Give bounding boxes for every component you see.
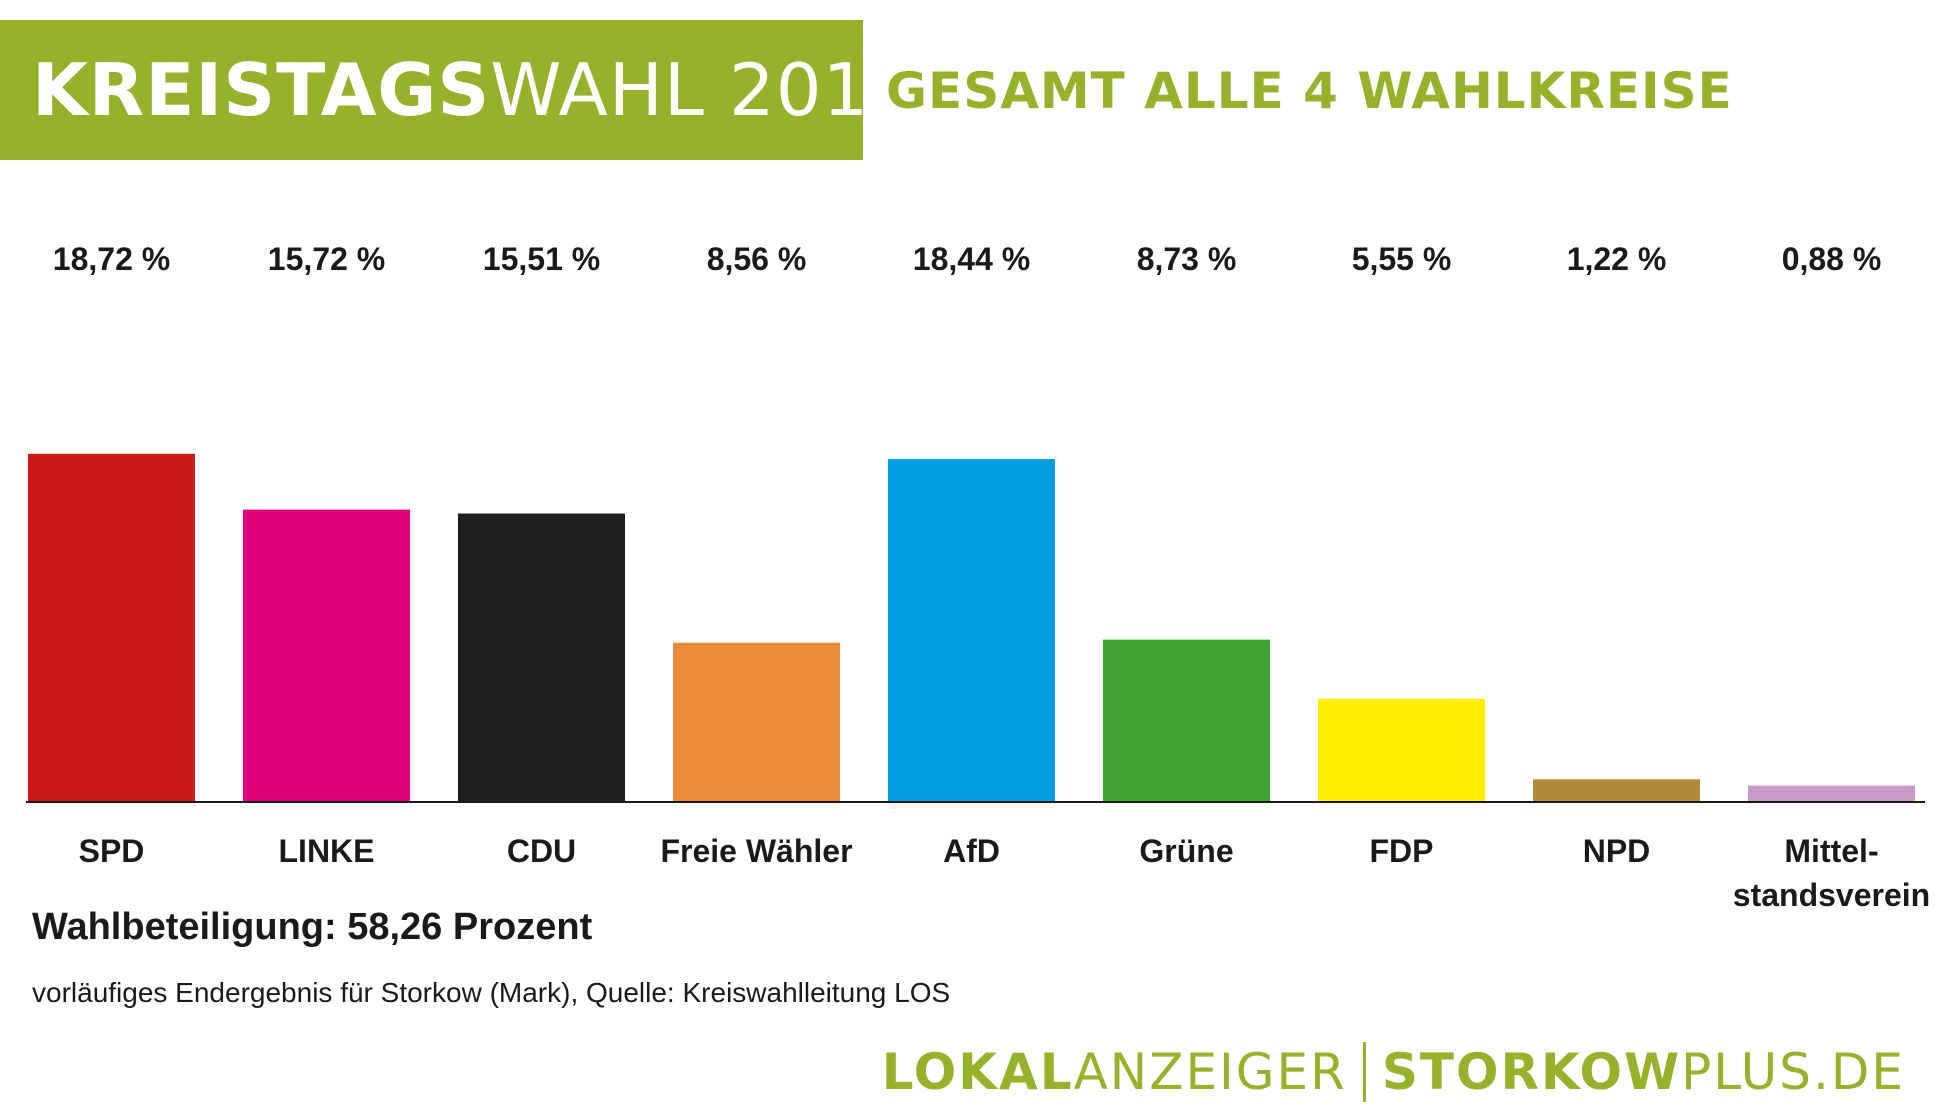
value-label-8: 0,88 % xyxy=(1782,241,1882,277)
title-bold-part: KREISTAGS xyxy=(32,48,491,132)
title-light-part: WAHL 2019 xyxy=(490,48,917,132)
brand-storkow: STORKOW xyxy=(1381,1043,1682,1101)
value-label-2: 15,51 % xyxy=(483,241,600,277)
page-subtitle: GESAMT ALLE 4 WAHLKREISE xyxy=(886,62,1733,120)
value-label-4: 18,44 % xyxy=(913,241,1030,277)
bars-group xyxy=(28,453,1915,802)
category-label-0: SPD xyxy=(79,833,145,869)
category-labels-group: SPD LINKE CDU Freie Wähler AfD Grüne FDP NPD Mit… xyxy=(79,833,1931,913)
category-label-1: LINKE xyxy=(279,833,375,869)
bar-2 xyxy=(458,513,625,802)
bar-7 xyxy=(1533,779,1700,802)
bar-chart: 18,72 % 15,72 % 15,51 % 8,56 % 18,44 % 8,73 %… xyxy=(26,241,1931,913)
brand-separator xyxy=(1362,1042,1366,1102)
category-label-4: AfD xyxy=(943,833,1000,869)
brand-lokal: LOKAL xyxy=(881,1043,1074,1101)
value-label-1: 15,72 % xyxy=(268,241,385,277)
bar-5 xyxy=(1103,639,1270,802)
value-label-7: 1,22 % xyxy=(1567,241,1667,277)
category-label-5: Grüne xyxy=(1139,833,1233,869)
value-label-3: 8,56 % xyxy=(707,241,807,277)
category-label-2: CDU xyxy=(507,833,576,869)
value-label-0: 18,72 % xyxy=(53,241,170,277)
category-label-3: Freie Wähler xyxy=(660,833,852,869)
value-label-6: 5,55 % xyxy=(1352,241,1452,277)
value-labels-group: 18,72 % 15,72 % 15,51 % 8,56 % 18,44 % 8,73 %… xyxy=(53,241,1882,277)
bar-6 xyxy=(1318,698,1485,802)
source-note: vorläufiges Endergebnis für Storkow (Mar… xyxy=(32,977,951,1008)
bar-8 xyxy=(1748,785,1915,802)
bar-1 xyxy=(243,509,410,802)
brand-plus-de: PLUS.DE xyxy=(1681,1043,1905,1101)
brand-footer: LOKAL ANZEIGER STORKOW PLUS.DE xyxy=(882,1042,1905,1102)
bar-0 xyxy=(28,453,195,802)
category-label-7: NPD xyxy=(1583,833,1651,869)
brand-anzeiger: ANZEIGER xyxy=(1073,1043,1347,1101)
header-banner: KREISTAGSWAHL 2019 xyxy=(0,20,915,160)
turnout-text: Wahlbeteiligung: 58,26 Prozent xyxy=(32,906,593,948)
value-label-5: 8,73 % xyxy=(1137,241,1237,277)
bar-4 xyxy=(888,459,1055,802)
bar-3 xyxy=(673,642,840,802)
page-title: KREISTAGSWAHL 2019 xyxy=(32,48,916,132)
category-label-6: FDP xyxy=(1370,833,1434,869)
category-label-8: Mittel-standsverein xyxy=(1733,833,1930,913)
